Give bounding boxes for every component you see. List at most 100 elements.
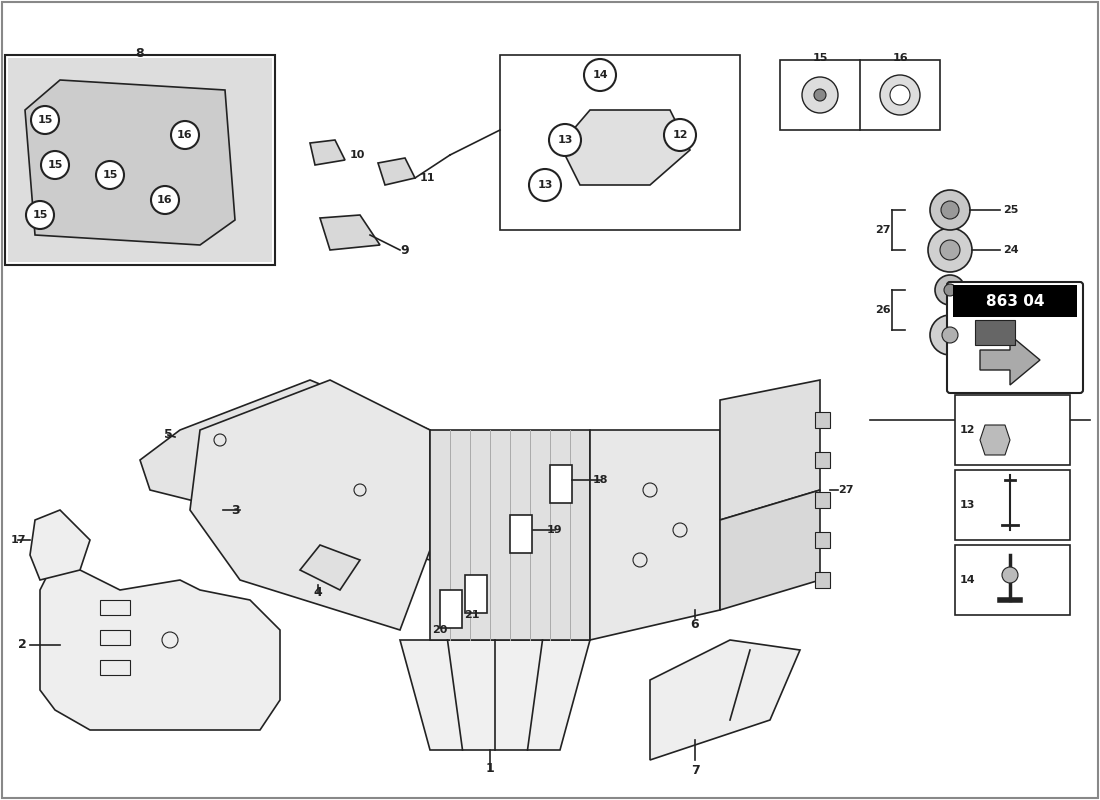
Text: 16: 16: [157, 195, 173, 205]
Circle shape: [940, 240, 960, 260]
Text: 17: 17: [10, 535, 25, 545]
Circle shape: [170, 121, 199, 149]
Text: 27: 27: [874, 225, 891, 235]
Polygon shape: [400, 640, 590, 750]
Text: 15: 15: [32, 210, 47, 220]
Bar: [815, 452, 830, 468]
Polygon shape: [980, 425, 1010, 455]
Polygon shape: [140, 380, 430, 560]
Text: 6: 6: [691, 618, 700, 631]
Text: 15: 15: [812, 53, 827, 63]
Text: 11: 11: [420, 173, 436, 183]
Polygon shape: [190, 380, 430, 630]
Bar: [100, 660, 130, 675]
Circle shape: [529, 169, 561, 201]
Text: 21: 21: [464, 610, 480, 620]
Circle shape: [96, 161, 124, 189]
Circle shape: [880, 75, 920, 115]
Bar: [815, 412, 830, 428]
Text: 15: 15: [47, 160, 63, 170]
Bar: [953, 285, 1077, 317]
Text: 9: 9: [400, 243, 408, 257]
Text: 25: 25: [1003, 205, 1019, 215]
Circle shape: [814, 89, 826, 101]
Polygon shape: [320, 215, 379, 250]
Circle shape: [41, 151, 69, 179]
FancyBboxPatch shape: [947, 282, 1084, 393]
Bar: [955, 470, 1070, 540]
Text: 8: 8: [135, 47, 144, 60]
Polygon shape: [720, 380, 820, 520]
Circle shape: [942, 327, 958, 343]
Polygon shape: [975, 320, 1015, 345]
Bar: [815, 492, 830, 508]
Polygon shape: [590, 430, 720, 640]
Text: 7: 7: [691, 763, 700, 777]
Polygon shape: [310, 140, 345, 165]
Text: 14: 14: [960, 575, 976, 585]
Text: 13: 13: [960, 500, 976, 510]
Bar: [955, 545, 1070, 615]
Circle shape: [802, 77, 838, 113]
Polygon shape: [650, 640, 800, 760]
Circle shape: [930, 315, 970, 355]
Text: 20: 20: [432, 625, 448, 635]
Bar: [815, 572, 830, 588]
Text: 18: 18: [592, 475, 607, 485]
Text: 15: 15: [102, 170, 118, 180]
Text: 1: 1: [485, 762, 494, 775]
Circle shape: [26, 201, 54, 229]
Text: 3: 3: [231, 503, 240, 517]
Circle shape: [890, 85, 910, 105]
Text: 4: 4: [314, 586, 322, 598]
Bar: [100, 600, 130, 615]
Text: 5: 5: [164, 429, 173, 442]
Bar: [440, 590, 462, 628]
Text: 15: 15: [37, 115, 53, 125]
Circle shape: [928, 228, 972, 272]
Circle shape: [944, 284, 956, 296]
Bar: [510, 515, 532, 553]
Circle shape: [930, 190, 970, 230]
Circle shape: [1002, 567, 1018, 583]
Bar: [8, 58, 272, 262]
Bar: [815, 532, 830, 548]
Polygon shape: [30, 510, 90, 580]
Text: 19: 19: [547, 525, 563, 535]
Text: 13: 13: [558, 135, 573, 145]
Polygon shape: [720, 490, 820, 610]
Text: 16: 16: [177, 130, 192, 140]
Circle shape: [935, 275, 965, 305]
Polygon shape: [980, 335, 1040, 385]
Text: 13: 13: [537, 180, 552, 190]
Text: 863 04: 863 04: [986, 294, 1044, 309]
Polygon shape: [560, 110, 690, 185]
Circle shape: [664, 119, 696, 151]
Bar: [100, 630, 130, 645]
Circle shape: [31, 106, 59, 134]
Bar: [955, 395, 1070, 465]
Circle shape: [584, 59, 616, 91]
Text: 22: 22: [1003, 330, 1019, 340]
Text: 2: 2: [18, 638, 26, 651]
Text: 27: 27: [838, 485, 854, 495]
Text: 12: 12: [960, 425, 976, 435]
Text: 14: 14: [592, 70, 608, 80]
Circle shape: [549, 124, 581, 156]
Text: 16: 16: [892, 53, 907, 63]
Polygon shape: [300, 545, 360, 590]
Text: 12: 12: [672, 130, 688, 140]
Polygon shape: [378, 158, 415, 185]
Bar: [550, 465, 572, 503]
Text: 23: 23: [1003, 285, 1019, 295]
Text: 26: 26: [874, 305, 891, 315]
Bar: [465, 575, 487, 613]
Text: 24: 24: [1003, 245, 1019, 255]
Polygon shape: [40, 560, 280, 730]
Bar: [780, 60, 940, 130]
Text: 10: 10: [350, 150, 365, 160]
Polygon shape: [25, 80, 235, 245]
Bar: [6, 55, 275, 265]
Circle shape: [151, 186, 179, 214]
Circle shape: [940, 201, 959, 219]
